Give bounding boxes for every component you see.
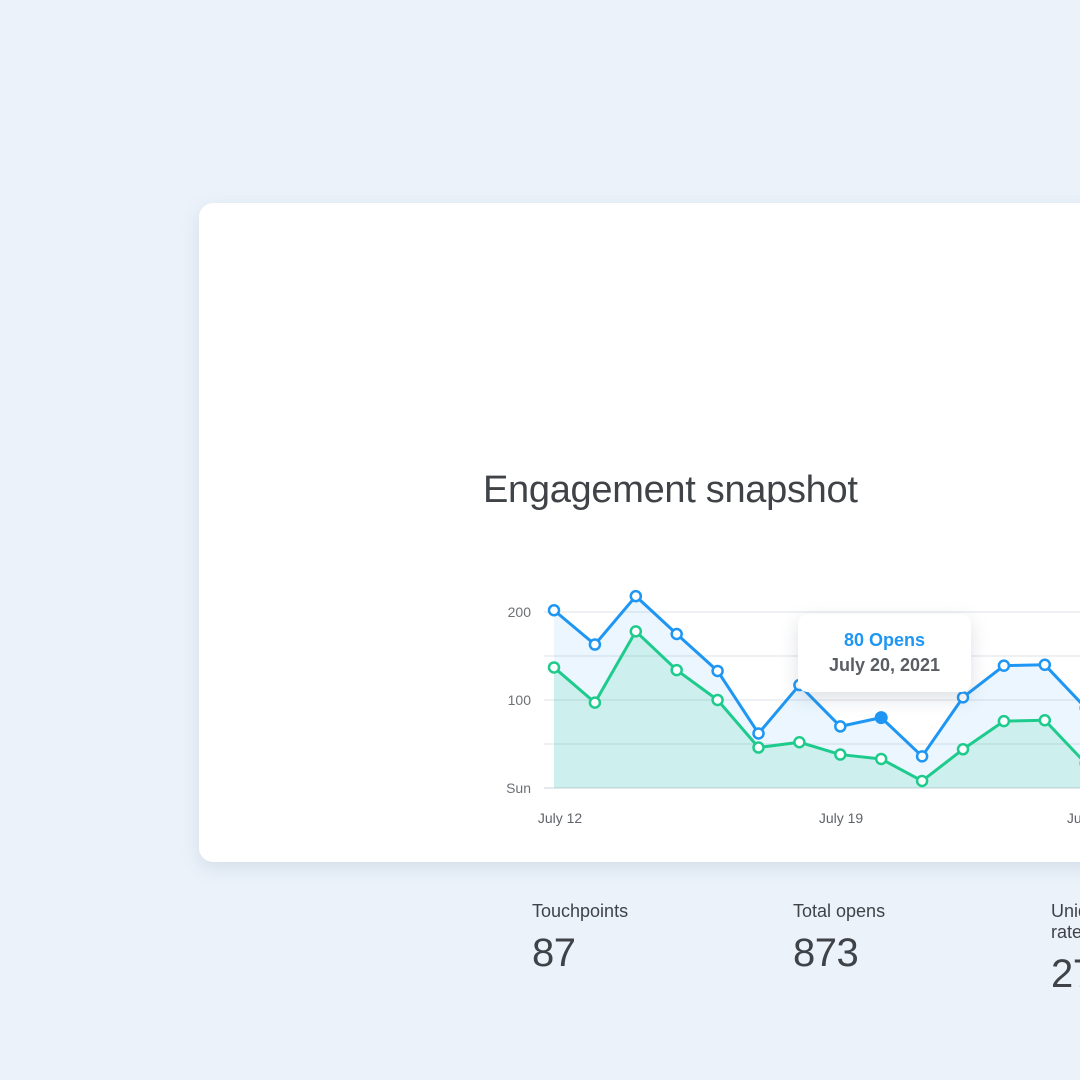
stat-value: 873: [793, 931, 859, 975]
y-axis-tick-200: 200: [507, 604, 531, 620]
stat-total-opens: Total opens 873: [793, 901, 885, 976]
stat-touchpoints: Touchpoints 87: [532, 901, 628, 976]
stat-label: Unique open rate: [1051, 901, 1080, 942]
x-axis-tick-july-12: July 12: [537, 810, 583, 826]
x-axis-tick-july-26: July 26: [1066, 810, 1080, 826]
x-axis-tick-july-19: July 19: [818, 810, 864, 826]
page-title: Engagement snapshot: [483, 469, 858, 511]
stat-value: 276: [1051, 952, 1080, 996]
tooltip-date: July 20, 2021: [828, 655, 941, 675]
stat-value: 87: [532, 931, 576, 975]
stat-label: Total opens: [793, 901, 886, 921]
engagement-card: Engagement snapshot 200 100 Sun July 12 …: [199, 203, 1080, 996]
tooltip-value: 80 Opens: [843, 630, 926, 650]
stat-label: Touchpoints: [532, 901, 629, 921]
y-axis-tick-100: 100: [507, 692, 531, 708]
chart-tooltip: 80 Opens July 20, 2021: [798, 614, 971, 692]
stat-unique-open-rate: Unique open rate 276 22%: [1051, 901, 1080, 997]
y-axis-tick-sun: Sun: [506, 780, 531, 796]
engagement-line-chart[interactable]: [539, 561, 1080, 831]
